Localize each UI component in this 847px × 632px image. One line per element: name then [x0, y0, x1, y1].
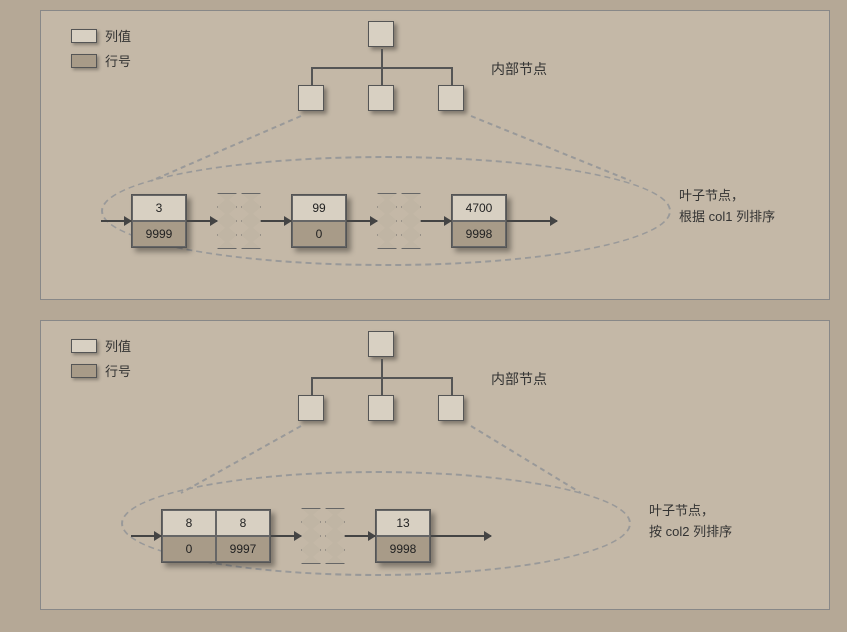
leaf-label-bottom: 叶子节点， 按 col2 列排序	[649, 501, 789, 543]
leaf-block-3: 4700 9998	[451, 194, 507, 248]
zigzag-pair	[377, 193, 421, 249]
tree-stem	[381, 49, 383, 67]
arrow	[187, 220, 217, 222]
tree-drop-m	[381, 377, 383, 395]
zigzag-icon	[377, 193, 397, 249]
leaf-value: 8	[216, 510, 270, 536]
tree-child-1	[298, 85, 324, 111]
zigzag-icon	[301, 508, 321, 564]
tree-child-2	[368, 395, 394, 421]
zigzag-icon	[241, 193, 261, 249]
internal-node-label: 内部节点	[491, 369, 547, 389]
leaf-value: 13	[376, 510, 430, 536]
panel-bottom: 列值 行号 内部节点 8 8 0 9997	[40, 320, 830, 610]
zigzag-pair	[217, 193, 261, 249]
tree-bottom	[241, 331, 521, 451]
leaf-value: 99	[292, 195, 346, 221]
legend: 列值 行号	[71, 336, 131, 386]
leaf-row-num: 0	[292, 221, 346, 247]
legend-row-rownum: 行号	[71, 51, 131, 70]
leaf-row-num: 9998	[452, 221, 506, 247]
zigzag-icon	[325, 508, 345, 564]
tree-child-2	[368, 85, 394, 111]
leaf-block-last: 13 9998	[375, 509, 431, 563]
leaf-value: 3	[132, 195, 186, 221]
leaf-label-line1: 叶子节点，	[679, 186, 819, 207]
legend-swatch-rownum	[71, 364, 97, 378]
arrow-out	[431, 535, 491, 537]
leaf-value: 8	[162, 510, 216, 536]
wide-value-row: 8 8	[162, 510, 270, 536]
arrow-out	[507, 220, 557, 222]
tree-root	[368, 21, 394, 47]
legend-label-rownum: 行号	[105, 361, 131, 380]
legend-row-value: 列值	[71, 26, 131, 45]
panel-top: 列值 行号 内部节点 3 9999	[40, 10, 830, 300]
leaf-row-num: 9997	[216, 536, 270, 562]
leaf-block-wide: 8 8 0 9997	[161, 509, 271, 563]
tree-drop-l	[311, 377, 313, 395]
arrow-in	[101, 220, 131, 222]
arrow	[261, 220, 291, 222]
tree-drop-l	[311, 67, 313, 85]
zigzag-icon	[217, 193, 237, 249]
leaf-row-num: 9999	[132, 221, 186, 247]
tree-child-1	[298, 395, 324, 421]
zigzag-icon	[401, 193, 421, 249]
tree-drop-r	[451, 377, 453, 395]
legend-label-rownum: 行号	[105, 51, 131, 70]
tree-drop-r	[451, 67, 453, 85]
leaf-label-top: 叶子节点， 根据 col1 列排序	[679, 186, 819, 228]
arrow-in	[131, 535, 161, 537]
legend-swatch-value	[71, 339, 97, 353]
leaf-label-line2: 按 col2 列排序	[649, 522, 789, 543]
arrow	[345, 535, 375, 537]
leaf-label-line2: 根据 col1 列排序	[679, 207, 819, 228]
leaf-value: 4700	[452, 195, 506, 221]
legend-label-value: 列值	[105, 336, 131, 355]
tree-drop-m	[381, 67, 383, 85]
tree-top	[241, 21, 521, 141]
tree-root	[368, 331, 394, 357]
wide-rownum-row: 0 9997	[162, 536, 270, 562]
legend-swatch-rownum	[71, 54, 97, 68]
internal-node-label: 内部节点	[491, 59, 547, 79]
leaf-row-num: 0	[162, 536, 216, 562]
arrow	[271, 535, 301, 537]
legend-swatch-value	[71, 29, 97, 43]
legend-label-value: 列值	[105, 26, 131, 45]
leaf-row-num: 9998	[376, 536, 430, 562]
leaf-block-2: 99 0	[291, 194, 347, 248]
arrow	[347, 220, 377, 222]
tree-stem	[381, 359, 383, 377]
arrow	[421, 220, 451, 222]
tree-child-3	[438, 395, 464, 421]
legend: 列值 行号	[71, 26, 131, 76]
zigzag-pair	[301, 508, 345, 564]
leaf-block-1: 3 9999	[131, 194, 187, 248]
leaf-label-line1: 叶子节点，	[649, 501, 789, 522]
legend-row-rownum: 行号	[71, 361, 131, 380]
tree-child-3	[438, 85, 464, 111]
legend-row-value: 列值	[71, 336, 131, 355]
